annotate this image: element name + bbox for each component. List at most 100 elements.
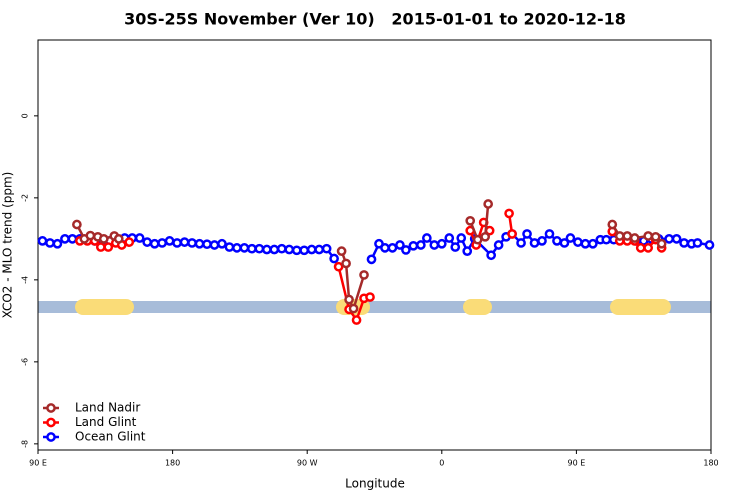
data-point bbox=[444, 233, 455, 243]
data-point bbox=[142, 237, 153, 247]
ocean-strip bbox=[38, 301, 711, 313]
data-point bbox=[679, 238, 689, 248]
data-point bbox=[483, 199, 494, 209]
land-strip bbox=[75, 299, 134, 315]
data-point bbox=[85, 230, 96, 241]
y-tick-label: -6 bbox=[21, 358, 30, 366]
data-point bbox=[247, 243, 257, 254]
data-point bbox=[416, 240, 426, 250]
legend-label: Ocean Glint bbox=[75, 430, 146, 444]
data-point bbox=[486, 250, 497, 261]
data-point bbox=[336, 246, 347, 256]
y-tick-label: 0 bbox=[21, 113, 30, 118]
chart-title: 30S-25S November (Ver 10) 2015-01-01 to … bbox=[124, 10, 626, 29]
data-point bbox=[408, 240, 419, 251]
data-point bbox=[588, 238, 598, 249]
data-point bbox=[552, 236, 562, 246]
data-point bbox=[537, 236, 547, 246]
data-point bbox=[450, 242, 461, 252]
data-point bbox=[314, 244, 325, 255]
data-point bbox=[401, 245, 411, 255]
data-point bbox=[462, 246, 473, 256]
data-point bbox=[164, 236, 175, 246]
data-point bbox=[134, 233, 145, 243]
data-point bbox=[67, 234, 78, 244]
data-point bbox=[224, 242, 235, 252]
data-point bbox=[456, 233, 467, 243]
series bbox=[72, 199, 667, 314]
data-point bbox=[194, 238, 205, 249]
legend-marker bbox=[46, 417, 56, 428]
land-strip bbox=[610, 299, 671, 315]
data-point bbox=[607, 219, 618, 230]
series bbox=[37, 229, 715, 265]
data-point bbox=[113, 234, 124, 244]
data-point bbox=[209, 240, 220, 250]
data-point bbox=[254, 243, 265, 254]
x-tick-label: 90 E bbox=[568, 459, 586, 468]
data-point bbox=[421, 233, 432, 243]
data-point bbox=[516, 238, 526, 248]
data-point bbox=[52, 238, 63, 249]
data-point bbox=[573, 237, 583, 247]
data-point bbox=[429, 240, 440, 250]
data-point bbox=[629, 233, 640, 243]
legend-label: Land Nadir bbox=[75, 401, 140, 415]
x-tick-label: 0 bbox=[439, 459, 444, 468]
legend-label: Land Glint bbox=[75, 415, 137, 429]
data-point bbox=[601, 234, 612, 245]
data-point bbox=[37, 236, 48, 246]
data-point bbox=[95, 242, 106, 252]
data-point bbox=[329, 253, 339, 264]
data-point bbox=[507, 229, 517, 239]
data-point bbox=[341, 258, 351, 269]
y-tick-label: -8 bbox=[21, 440, 30, 448]
data-point bbox=[529, 238, 540, 248]
data-point bbox=[232, 243, 242, 253]
data-point bbox=[321, 243, 332, 254]
data-point bbox=[493, 240, 504, 250]
data-point bbox=[614, 231, 625, 241]
data-point bbox=[157, 238, 167, 248]
data-point bbox=[202, 239, 212, 250]
data-point bbox=[565, 233, 576, 243]
data-point bbox=[704, 240, 715, 250]
data-point bbox=[261, 244, 272, 255]
data-point bbox=[351, 315, 362, 325]
data-point bbox=[580, 238, 591, 249]
data-point bbox=[239, 243, 250, 253]
x-tick-label: 180 bbox=[165, 459, 180, 468]
data-point bbox=[380, 243, 390, 253]
data-point bbox=[472, 234, 483, 245]
data-point bbox=[643, 231, 654, 241]
data-point bbox=[179, 237, 190, 247]
data-point bbox=[480, 231, 491, 242]
y-tick-label: -2 bbox=[21, 194, 30, 202]
data-point bbox=[306, 244, 317, 255]
x-tick-label: 180 bbox=[703, 459, 718, 468]
x-tick-label: 90 E bbox=[29, 459, 47, 468]
data-point bbox=[359, 270, 369, 280]
data-point bbox=[622, 231, 633, 241]
legend-marker bbox=[46, 432, 56, 442]
data-point bbox=[650, 231, 661, 242]
data-point bbox=[172, 238, 182, 248]
land-strip bbox=[463, 299, 492, 315]
data-point bbox=[276, 243, 287, 254]
data-point bbox=[103, 242, 114, 252]
x-axis-label: Longitude bbox=[345, 477, 405, 491]
data-point bbox=[559, 238, 570, 248]
data-point bbox=[692, 238, 703, 248]
data-point bbox=[98, 234, 109, 244]
data-point bbox=[671, 234, 682, 244]
data-point bbox=[269, 244, 280, 255]
data-point bbox=[643, 243, 654, 253]
data-point bbox=[522, 229, 532, 239]
data-point bbox=[217, 238, 227, 249]
legend-marker bbox=[46, 403, 56, 413]
data-point bbox=[504, 208, 514, 219]
data-point bbox=[60, 234, 70, 244]
x-tick-label: 90 W bbox=[297, 459, 318, 468]
data-point bbox=[72, 219, 82, 230]
